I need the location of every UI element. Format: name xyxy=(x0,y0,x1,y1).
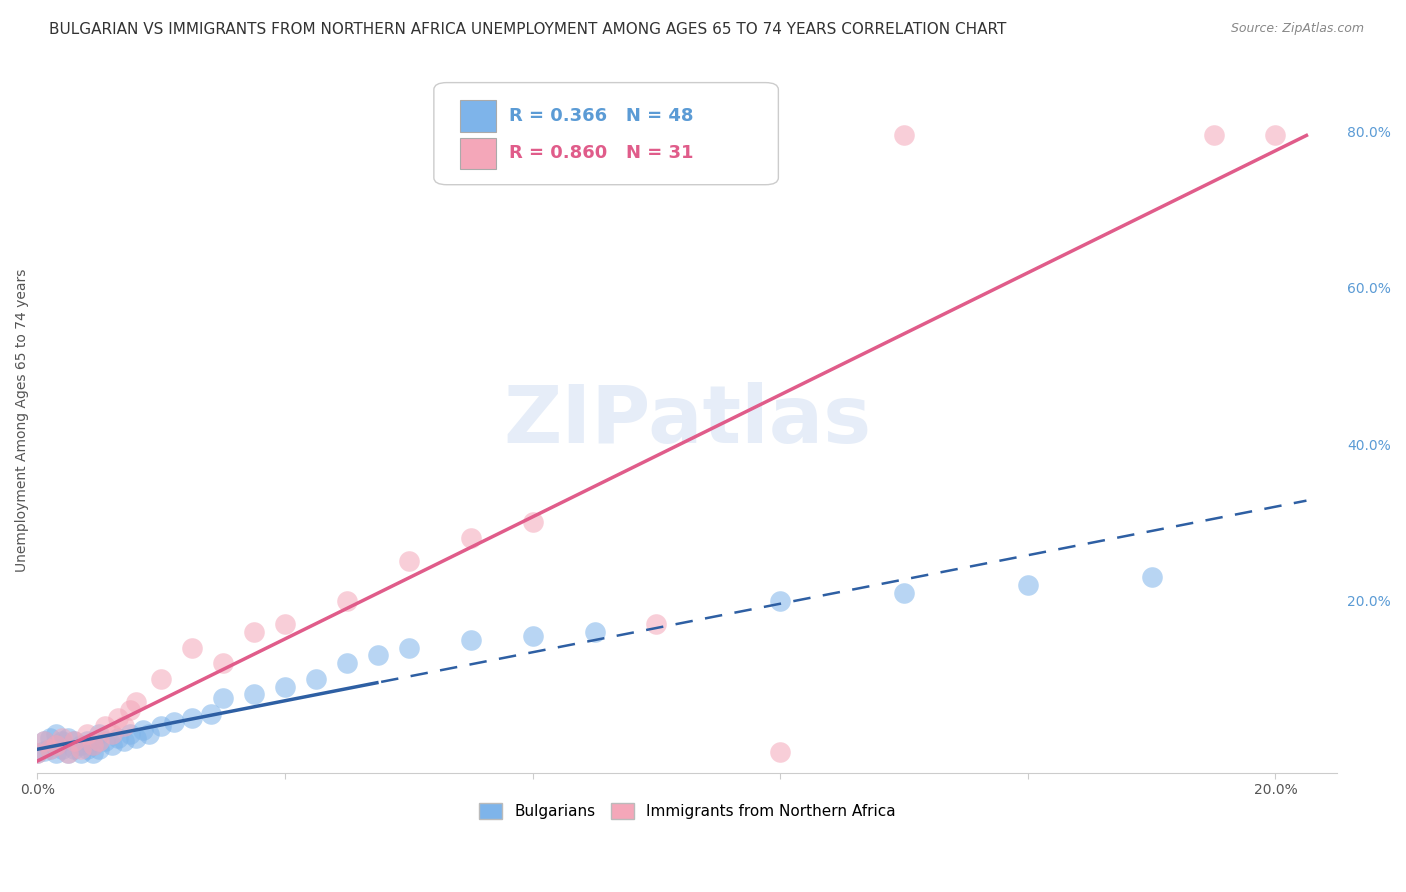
Point xyxy=(1140,570,1163,584)
FancyBboxPatch shape xyxy=(460,137,496,169)
FancyBboxPatch shape xyxy=(434,83,779,185)
Point xyxy=(76,726,98,740)
Point xyxy=(125,731,148,745)
Point xyxy=(38,742,60,756)
Point xyxy=(69,739,91,753)
Point xyxy=(162,714,184,729)
Point xyxy=(645,617,668,632)
Point xyxy=(69,746,91,760)
Point xyxy=(398,640,420,655)
Point xyxy=(58,746,80,760)
Point xyxy=(150,719,173,733)
Point xyxy=(76,734,98,748)
Point xyxy=(32,734,55,748)
Point xyxy=(45,746,67,760)
Point xyxy=(1202,128,1225,142)
Point xyxy=(769,745,792,759)
Text: R = 0.860   N = 31: R = 0.860 N = 31 xyxy=(509,144,693,162)
Point xyxy=(94,719,117,733)
Point xyxy=(32,734,55,748)
Point xyxy=(138,726,160,740)
Point xyxy=(82,746,104,760)
Point xyxy=(63,742,86,756)
Point xyxy=(89,734,111,748)
Point xyxy=(63,734,86,748)
Point xyxy=(274,617,297,632)
Point xyxy=(58,731,80,745)
Point xyxy=(63,734,86,748)
Point xyxy=(131,723,153,737)
Point xyxy=(120,726,142,740)
Point xyxy=(27,746,49,760)
Point xyxy=(367,648,389,663)
Point xyxy=(45,726,67,740)
Point xyxy=(107,711,129,725)
Point xyxy=(336,593,359,607)
Point xyxy=(45,739,67,753)
Point xyxy=(522,516,544,530)
Text: BULGARIAN VS IMMIGRANTS FROM NORTHERN AFRICA UNEMPLOYMENT AMONG AGES 65 TO 74 YE: BULGARIAN VS IMMIGRANTS FROM NORTHERN AF… xyxy=(49,22,1007,37)
Point xyxy=(27,746,49,760)
FancyBboxPatch shape xyxy=(460,100,496,132)
Point xyxy=(100,739,122,753)
Point xyxy=(51,742,73,756)
Point xyxy=(45,739,67,753)
Point xyxy=(305,672,328,686)
Point xyxy=(89,726,111,740)
Point xyxy=(112,719,135,733)
Point xyxy=(38,731,60,745)
Point xyxy=(112,734,135,748)
Point xyxy=(583,624,606,639)
Text: Source: ZipAtlas.com: Source: ZipAtlas.com xyxy=(1230,22,1364,36)
Point xyxy=(274,680,297,694)
Point xyxy=(69,742,91,756)
Legend: Bulgarians, Immigrants from Northern Africa: Bulgarians, Immigrants from Northern Afr… xyxy=(472,797,901,825)
Point xyxy=(150,672,173,686)
Point xyxy=(82,739,104,753)
Point xyxy=(89,742,111,756)
Point xyxy=(181,711,204,725)
Point xyxy=(212,691,235,706)
Point xyxy=(181,640,204,655)
Point xyxy=(100,726,122,740)
Point xyxy=(893,128,915,142)
Point xyxy=(76,742,98,756)
Point xyxy=(120,703,142,717)
Point xyxy=(94,734,117,748)
Point xyxy=(38,742,60,756)
Y-axis label: Unemployment Among Ages 65 to 74 years: Unemployment Among Ages 65 to 74 years xyxy=(15,269,30,573)
Point xyxy=(82,739,104,753)
Point xyxy=(769,593,792,607)
Point xyxy=(243,688,266,702)
Point xyxy=(51,734,73,748)
Point xyxy=(1264,128,1286,142)
Text: ZIPatlas: ZIPatlas xyxy=(503,382,872,459)
Point xyxy=(893,586,915,600)
Point xyxy=(32,744,55,758)
Point xyxy=(125,695,148,709)
Point xyxy=(336,656,359,670)
Point xyxy=(460,531,482,545)
Text: R = 0.366   N = 48: R = 0.366 N = 48 xyxy=(509,107,693,125)
Point xyxy=(107,731,129,745)
Point xyxy=(212,656,235,670)
Point xyxy=(460,632,482,647)
Point xyxy=(200,707,222,722)
Point xyxy=(51,731,73,745)
Point xyxy=(522,629,544,643)
Point xyxy=(243,624,266,639)
Point xyxy=(1017,578,1039,592)
Point xyxy=(398,554,420,568)
Point xyxy=(58,746,80,760)
